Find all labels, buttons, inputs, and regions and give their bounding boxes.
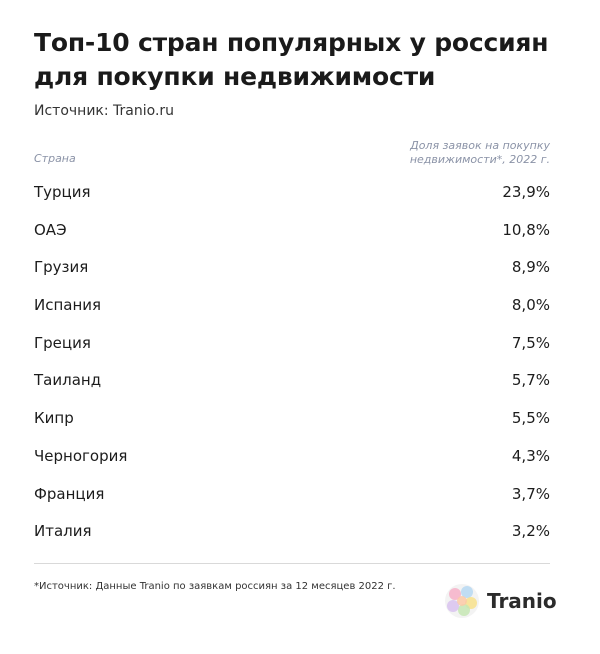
country-name: Грузия xyxy=(34,258,89,277)
country-name: Испания xyxy=(34,296,102,315)
share-value: 7,5% xyxy=(511,333,550,352)
country-name: Франция xyxy=(34,484,105,503)
country-name: Италия xyxy=(34,522,92,541)
table-row: Грузия 8,9% xyxy=(34,248,550,286)
share-value: 10,8% xyxy=(502,220,550,239)
column-header-share: Доля заявок на покупку недвижимости*, 20… xyxy=(330,139,550,167)
logo-text: Tranio xyxy=(487,589,557,613)
column-header-share-line1: Доля заявок на покупку xyxy=(410,139,550,152)
share-value: 8,9% xyxy=(511,258,550,277)
footer-divider xyxy=(34,563,550,564)
chart-title: Топ-10 стран популярных у россиян для по… xyxy=(34,28,549,91)
table-row: Греция 7,5% xyxy=(34,324,550,362)
table-row: Черногория 4,3% xyxy=(34,437,550,475)
country-table: Турция 23,9% ОАЭ 10,8% Грузия 8,9% Испан… xyxy=(34,173,550,550)
share-value: 3,2% xyxy=(511,522,550,541)
share-value: 8,0% xyxy=(511,296,550,315)
tranio-logo-icon xyxy=(445,584,479,618)
tranio-logo: Tranio xyxy=(444,583,557,619)
share-value: 5,5% xyxy=(511,409,550,428)
country-name: Кипр xyxy=(34,409,74,428)
share-value: 23,9% xyxy=(502,183,550,201)
table-row: Италия 3,2% xyxy=(34,512,550,550)
country-name: Греция xyxy=(34,333,91,352)
share-value: 4,3% xyxy=(511,446,550,465)
table-row: Испания 8,0% xyxy=(34,286,550,324)
column-header-share-line2: недвижимости*, 2022 г. xyxy=(409,153,550,166)
table-row: Турция 23,9% xyxy=(34,173,550,211)
country-name: Турция xyxy=(34,183,91,201)
share-value: 3,7% xyxy=(511,484,550,503)
source-line: Источник: Tranio.ru xyxy=(34,103,175,119)
country-name: Черногория xyxy=(34,446,128,465)
table-row: Франция 3,7% xyxy=(34,475,550,513)
footnote: *Источник: Данные Tranio по заявкам росс… xyxy=(34,581,396,592)
column-header-country: Страна xyxy=(34,152,76,165)
share-value: 5,7% xyxy=(511,371,550,390)
table-row: ОАЭ 10,8% xyxy=(34,211,550,249)
country-name: ОАЭ xyxy=(34,220,67,239)
country-name: Таиланд xyxy=(34,371,102,390)
table-row: Кипр 5,5% xyxy=(34,399,550,437)
table-row: Таиланд 5,7% xyxy=(34,361,550,399)
